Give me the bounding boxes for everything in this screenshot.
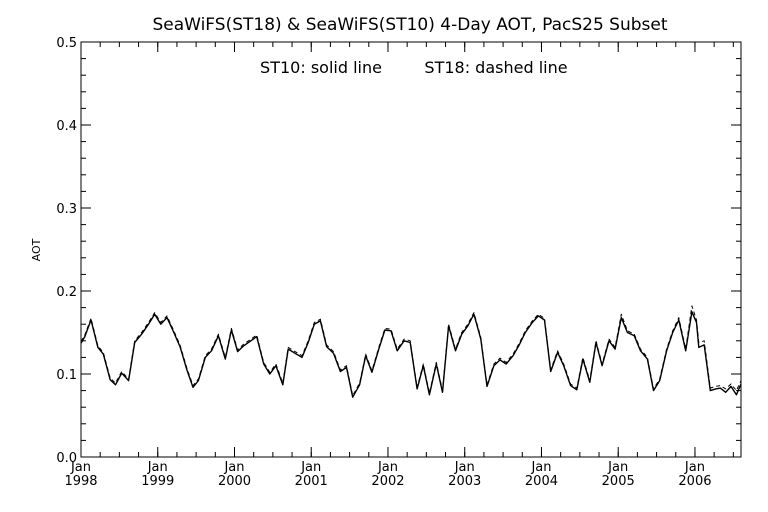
x-tick-year: 2006	[678, 474, 711, 489]
chart-title: SeaWiFS(ST18) & SeaWiFS(ST10) 4-Day AOT,…	[152, 15, 667, 35]
x-tick-year: 2005	[602, 474, 635, 489]
x-tick-year: 1999	[141, 474, 174, 489]
annotation-st10: ST10: solid line	[260, 58, 382, 77]
series-layer	[80, 305, 742, 398]
x-tick-month: Jan	[377, 460, 398, 475]
x-tick-month: Jan	[223, 460, 244, 475]
annotation-st18: ST18: dashed line	[424, 58, 567, 77]
x-tick-year: 2002	[371, 474, 404, 489]
x-tick-month: Jan	[300, 460, 321, 475]
x-tick-year: 1998	[64, 474, 97, 489]
series-line-st18	[80, 305, 742, 397]
y-axis-label: AOT	[30, 238, 43, 261]
x-tick-month: Jan	[684, 460, 705, 475]
x-axis: Jan1998Jan1999Jan2000Jan2001Jan2002Jan20…	[64, 42, 734, 489]
x-tick-year: 2004	[525, 474, 558, 489]
y-tick-label: 0.1	[56, 368, 77, 383]
y-tick-label: 0.4	[56, 119, 77, 134]
x-tick-year: 2001	[295, 474, 328, 489]
x-tick-month: Jan	[530, 460, 551, 475]
x-tick-month: Jan	[607, 460, 628, 475]
y-tick-label: 0.2	[56, 285, 77, 300]
x-tick-year: 2003	[448, 474, 481, 489]
x-tick-month: Jan	[70, 460, 91, 475]
x-tick-year: 2000	[218, 474, 251, 489]
y-tick-label: 0.5	[56, 36, 77, 51]
y-axis: 0.0 0.1 0.2 0.3 0.4 0.5	[56, 36, 741, 466]
y-tick-label: 0.0	[56, 451, 77, 466]
plot-frame	[80, 41, 742, 458]
x-tick-month: Jan	[454, 460, 475, 475]
series-line-st10	[80, 311, 742, 398]
x-tick-month: Jan	[147, 460, 168, 475]
y-tick-label: 0.3	[56, 202, 77, 217]
